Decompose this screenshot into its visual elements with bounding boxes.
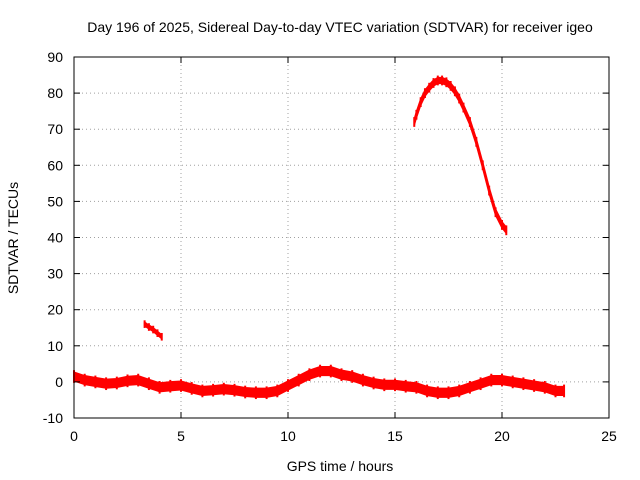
ticks: 0 5 10 15 20 25 -10 0 10 20 30 40 50 60 70 80 90 [43, 49, 617, 444]
y-tick-label: 40 [47, 230, 63, 246]
x-axis-label: GPS time / hours [287, 458, 394, 474]
y-tick-label: 30 [47, 266, 63, 282]
chart-title: Day 196 of 2025, Sidereal Day-to-day VTE… [87, 19, 593, 35]
y-tick-label: 70 [47, 121, 63, 137]
x-tick-label: 20 [494, 428, 510, 444]
y-tick-label: 80 [47, 85, 63, 101]
y-tick-label: 0 [55, 374, 63, 390]
y-tick-label: 60 [47, 157, 63, 173]
x-tick-label: 15 [387, 428, 403, 444]
y-tick-label: 10 [47, 338, 63, 354]
grid [74, 57, 609, 418]
y-tick-label: 90 [47, 49, 63, 65]
y-tick-label: -10 [43, 410, 63, 426]
y-tick-label: 50 [47, 193, 63, 209]
y-axis-label: SDTVAR / TECUs [5, 182, 21, 294]
y-tick-label: 20 [47, 302, 63, 318]
x-tick-label: 25 [601, 428, 617, 444]
x-tick-label: 5 [177, 428, 185, 444]
data-series [73, 75, 566, 400]
x-tick-label: 0 [70, 428, 78, 444]
x-tick-label: 10 [280, 428, 296, 444]
